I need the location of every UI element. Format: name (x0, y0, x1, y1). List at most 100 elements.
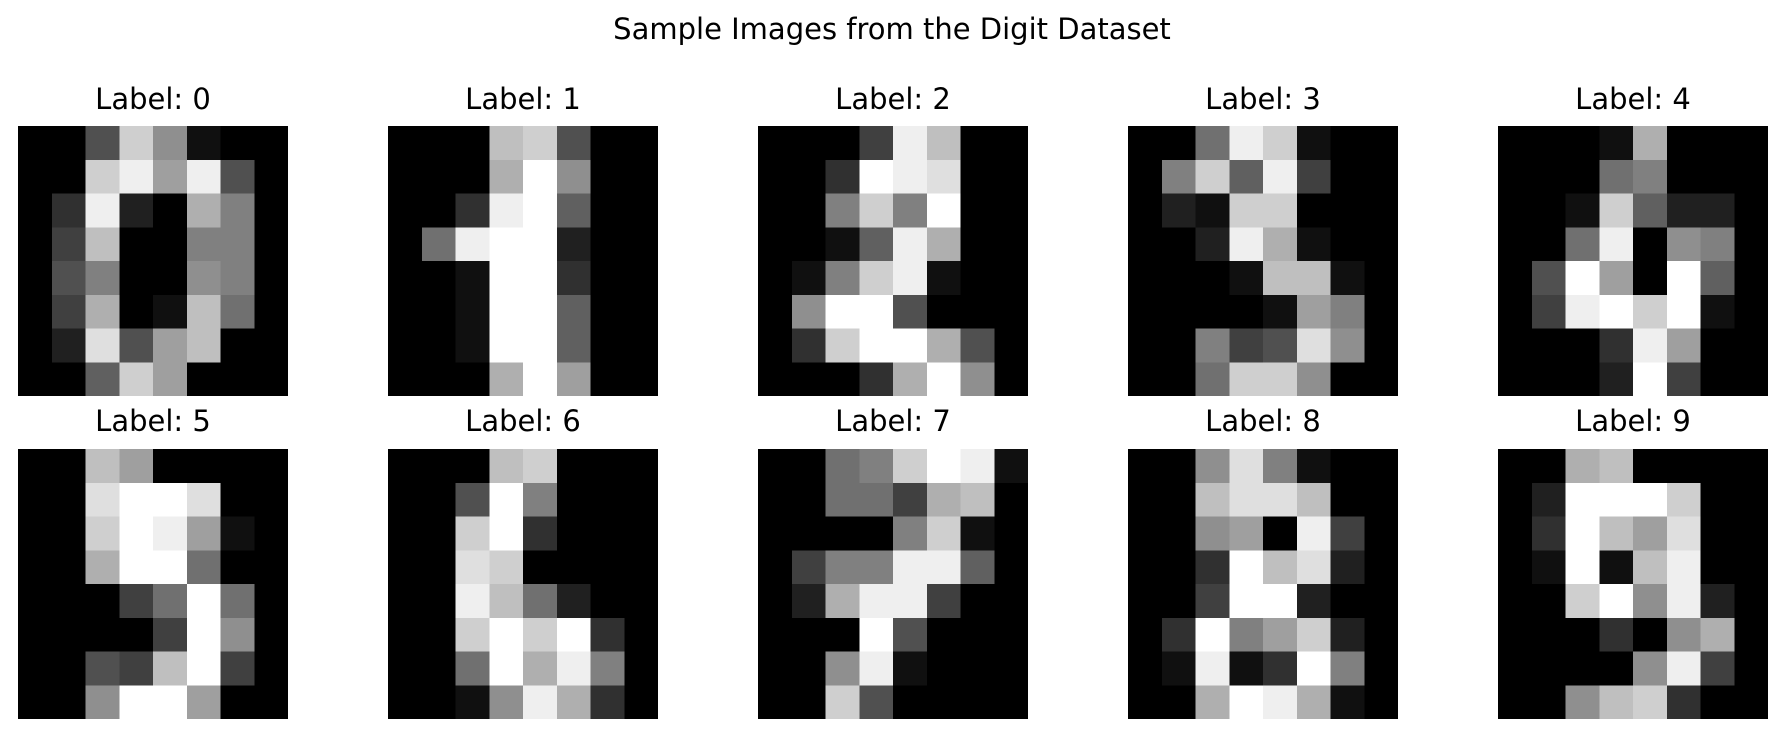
pixel-cell (220, 685, 255, 719)
pixel-cell (1296, 516, 1331, 551)
digit-image (758, 449, 1028, 719)
pixel-cell (994, 685, 1028, 719)
pixel-cell (1195, 193, 1230, 228)
pixel-cell (220, 193, 255, 228)
pixel-cell (186, 126, 221, 161)
figure-title: Sample Images from the Digit Dataset (613, 12, 1171, 46)
pixel-cell (51, 482, 86, 517)
pixel-cell (1263, 227, 1298, 262)
pixel-cell (254, 362, 288, 396)
pixel-cell (220, 617, 255, 652)
pixel-cell (758, 550, 793, 585)
pixel-cell (1666, 126, 1701, 161)
pixel-cell (1531, 362, 1566, 396)
digit-image (758, 126, 1028, 396)
pixel-cell (758, 294, 793, 329)
pixel-cell (994, 449, 1028, 484)
pixel-cell (523, 159, 558, 194)
pixel-cell (1666, 362, 1701, 396)
pixel-cell (523, 362, 558, 396)
pixel-cell (1128, 617, 1163, 652)
pixel-cell (1364, 126, 1398, 161)
pixel-cell (893, 159, 928, 194)
pixel-cell (1565, 126, 1600, 161)
pixel-cell (825, 294, 860, 329)
pixel-cell (926, 651, 961, 686)
pixel-cell (1565, 449, 1600, 484)
pixel-cell (1633, 449, 1668, 484)
pixel-cell (926, 550, 961, 585)
pixel-cell (758, 584, 793, 619)
pixel-cell (1263, 449, 1298, 484)
pixel-cell (893, 193, 928, 228)
pixel-cell (254, 294, 288, 329)
pixel-cell (1700, 126, 1735, 161)
pixel-cell (791, 550, 826, 585)
pixel-cell (85, 328, 120, 363)
pixel-cell (994, 328, 1028, 363)
pixel-cell (1734, 159, 1768, 194)
pixel-cell (926, 193, 961, 228)
pixel-cell (119, 362, 154, 396)
pixel-cell (1700, 516, 1735, 551)
pixel-cell (960, 159, 995, 194)
pixel-cell (1263, 126, 1298, 161)
pixel-cell (51, 550, 86, 585)
panel-title: Label: 9 (1575, 404, 1691, 438)
pixel-cell (153, 550, 188, 585)
pixel-cell (1734, 550, 1768, 585)
pixel-cell (624, 482, 658, 517)
pixel-cell (1734, 685, 1768, 719)
pixel-cell (926, 685, 961, 719)
pixel-cell (523, 584, 558, 619)
pixel-cell (556, 516, 591, 551)
pixel-cell (624, 685, 658, 719)
pixel-cell (791, 261, 826, 296)
pixel-cell (1700, 362, 1735, 396)
pixel-cell (1531, 126, 1566, 161)
pixel-cell (489, 449, 524, 484)
pixel-cell (220, 482, 255, 517)
pixel-cell (624, 449, 658, 484)
pixel-cell (18, 193, 53, 228)
pixel-cell (1734, 516, 1768, 551)
pixel-cell (51, 193, 86, 228)
panel-title: Label: 6 (465, 404, 581, 438)
pixel-cell (1296, 482, 1331, 517)
pixel-cell (825, 651, 860, 686)
pixel-cell (1195, 362, 1230, 396)
pixel-cell (859, 482, 894, 517)
panel-title: Label: 2 (835, 82, 951, 116)
pixel-cell (590, 193, 625, 228)
panel-title: Label: 8 (1205, 404, 1321, 438)
pixel-cell (421, 294, 456, 329)
pixel-cell (1599, 685, 1634, 719)
pixel-cell (421, 550, 456, 585)
pixel-cell (893, 449, 928, 484)
pixel-cell (18, 261, 53, 296)
pixel-cell (624, 193, 658, 228)
pixel-cell (220, 362, 255, 396)
pixel-cell (960, 685, 995, 719)
pixel-cell (455, 449, 490, 484)
pixel-cell (455, 294, 490, 329)
pixel-cell (1263, 261, 1298, 296)
pixel-cell (1364, 328, 1398, 363)
pixel-cell (1161, 550, 1196, 585)
pixel-cell (523, 617, 558, 652)
pixel-cell (825, 550, 860, 585)
pixel-cell (825, 261, 860, 296)
pixel-cell (186, 550, 221, 585)
pixel-cell (1330, 193, 1365, 228)
pixel-cell (1229, 482, 1264, 517)
pixel-cell (960, 362, 995, 396)
pixel-cell (1263, 651, 1298, 686)
pixel-cell (893, 362, 928, 396)
pixel-cell (18, 550, 53, 585)
pixel-cell (1531, 584, 1566, 619)
pixel-cell (1128, 261, 1163, 296)
pixel-cell (1531, 193, 1566, 228)
pixel-cell (859, 362, 894, 396)
pixel-cell (489, 159, 524, 194)
pixel-cell (186, 362, 221, 396)
